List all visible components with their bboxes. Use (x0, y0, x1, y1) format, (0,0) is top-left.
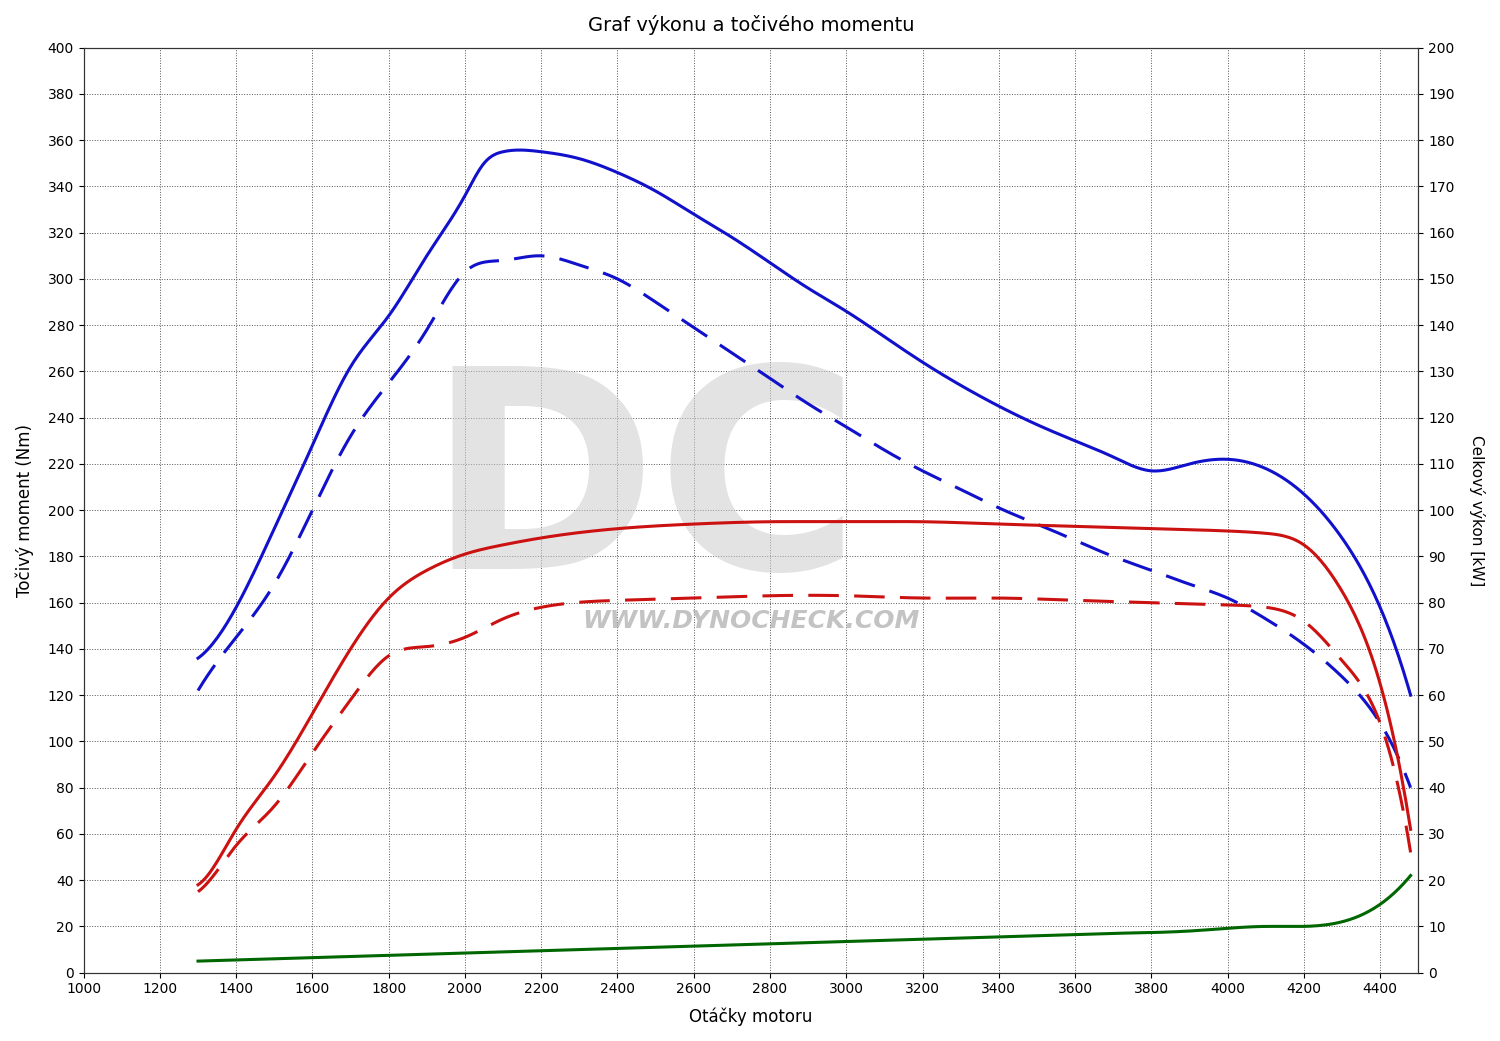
X-axis label: Otáčky motoru: Otáčky motoru (688, 1008, 813, 1026)
Y-axis label: Točivý moment (Nm): Točivý moment (Nm) (15, 424, 33, 596)
Text: DC: DC (427, 357, 861, 627)
Y-axis label: Celkový výkon [kW]: Celkový výkon [kW] (1468, 434, 1485, 586)
Title: Graf výkonu a točivého momentu: Graf výkonu a točivého momentu (588, 15, 914, 35)
Text: WWW.DYNOCHECK.COM: WWW.DYNOCHECK.COM (582, 609, 920, 633)
